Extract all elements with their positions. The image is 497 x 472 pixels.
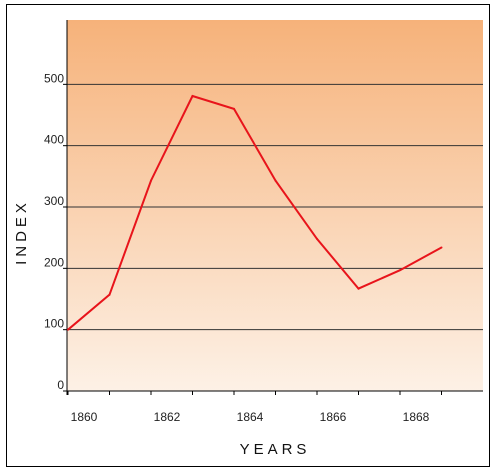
data-point bbox=[150, 179, 152, 182]
data-point bbox=[274, 179, 277, 182]
axes bbox=[66, 20, 483, 395]
data-point bbox=[233, 107, 235, 110]
y-axis-tick-labels: 0 100 200 300 400 500 bbox=[44, 71, 64, 392]
y-tick-label: 0 bbox=[57, 378, 64, 392]
y-tick-label: 200 bbox=[44, 255, 64, 269]
y-tick-label: 500 bbox=[44, 71, 64, 85]
y-tick-label: 100 bbox=[44, 317, 64, 331]
data-point bbox=[440, 246, 443, 249]
data-point bbox=[316, 237, 318, 240]
series-line bbox=[67, 94, 442, 331]
x-tick-label: 1868 bbox=[403, 410, 430, 424]
y-tick-label: 400 bbox=[44, 133, 64, 147]
data-point bbox=[108, 293, 111, 296]
x-axis-title: YEARS bbox=[240, 441, 311, 458]
y-tick-label: 300 bbox=[44, 194, 64, 208]
data-point bbox=[399, 269, 401, 272]
series-layer bbox=[67, 94, 443, 331]
plot-area bbox=[67, 20, 483, 391]
x-axis-tick-labels: 1860 1862 1864 1866 1868 bbox=[71, 410, 430, 424]
data-point bbox=[191, 95, 194, 98]
x-tick-label: 1866 bbox=[320, 410, 347, 424]
x-tick-label: 1864 bbox=[237, 410, 264, 424]
grid-lines bbox=[63, 83, 483, 392]
data-point bbox=[357, 287, 360, 290]
y-axis-title: INDEX bbox=[13, 199, 30, 265]
data-point bbox=[67, 328, 69, 331]
x-tick-label: 1860 bbox=[71, 410, 98, 424]
x-tick-label: 1862 bbox=[154, 410, 181, 424]
